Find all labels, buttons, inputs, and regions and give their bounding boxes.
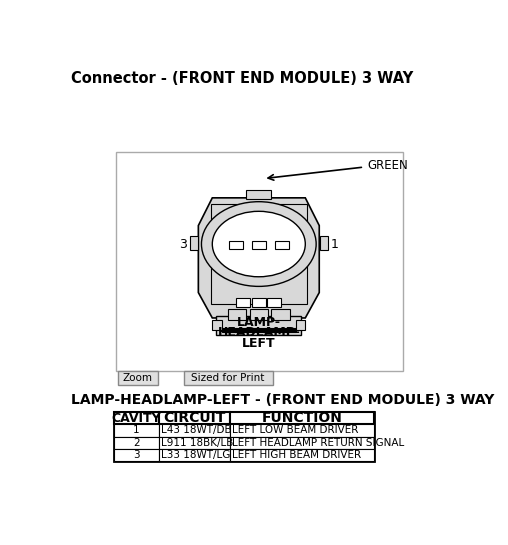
Text: L911 18BK/LB: L911 18BK/LB [161,438,234,447]
Bar [211,204,307,304]
Bar [252,298,266,307]
Bar [267,298,281,307]
Bar [159,424,230,437]
Bar [114,449,159,461]
Ellipse shape [212,211,305,277]
Text: Sized for Print: Sized for Print [191,373,265,383]
Bar [212,319,221,330]
Text: LAMP-HEADLAMP-LEFT - (FRONT END MODULE) 3 WAY: LAMP-HEADLAMP-LEFT - (FRONT END MODULE) … [71,392,495,407]
Polygon shape [198,198,319,318]
Bar [230,437,373,449]
Bar [249,308,268,319]
Bar [228,308,246,319]
Bar [271,308,290,319]
Text: L43 18WT/DB: L43 18WT/DB [161,426,232,435]
Text: LEFT: LEFT [242,337,276,350]
Bar [114,437,159,449]
Text: CAVITY: CAVITY [112,411,161,425]
Text: LEFT HIGH BEAM DRIVER: LEFT HIGH BEAM DRIVER [233,450,362,460]
Bar [116,152,403,371]
Bar [246,190,271,199]
Bar [230,412,373,424]
Text: LEFT HEADLAMP RETURN SIGNAL: LEFT HEADLAMP RETURN SIGNAL [233,438,405,447]
Bar [236,298,250,307]
Text: L33 18WT/LG: L33 18WT/LG [161,450,231,460]
Text: 3: 3 [179,238,187,251]
Bar [216,317,301,335]
Text: 3: 3 [133,450,140,460]
Bar [230,424,373,437]
Bar [118,371,158,385]
Bar [296,319,305,330]
Bar [190,237,198,250]
Bar [159,437,230,449]
Bar [221,328,296,332]
Bar [159,412,230,424]
Text: Connector - (FRONT END MODULE) 3 WAY: Connector - (FRONT END MODULE) 3 WAY [71,71,414,86]
Bar [159,449,230,461]
Text: 2: 2 [133,438,140,447]
Text: LEFT LOW BEAM DRIVER: LEFT LOW BEAM DRIVER [233,426,359,435]
Text: FUNCTION: FUNCTION [262,411,342,425]
Bar [229,241,242,249]
Bar [230,449,373,461]
Text: CIRCUIT: CIRCUIT [163,411,226,425]
Bar [275,241,289,249]
Bar [114,412,159,424]
Bar [114,424,159,437]
Text: LAMP-: LAMP- [237,316,281,329]
Ellipse shape [202,202,316,286]
Bar [320,237,328,250]
Bar [252,241,266,249]
Text: HEADLAMP-: HEADLAMP- [217,326,300,340]
Bar [114,412,373,461]
Bar [183,371,273,385]
Text: GREEN: GREEN [367,159,408,172]
Text: Zoom: Zoom [123,373,153,383]
Text: 1: 1 [331,238,339,251]
Text: 1: 1 [133,426,140,435]
